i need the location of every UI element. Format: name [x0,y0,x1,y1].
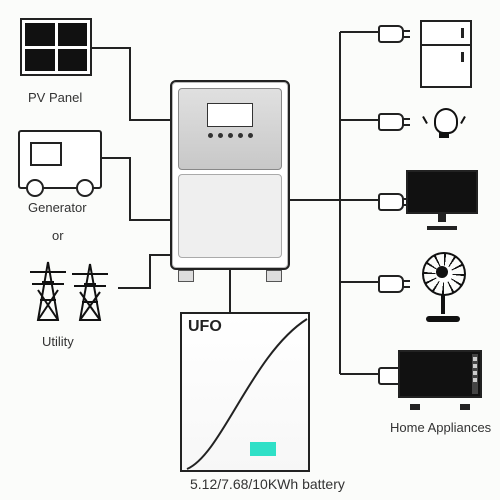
diagram-canvas: PV Panel Generator or Utility [0,0,500,500]
pv-panel-icon [20,18,92,76]
pv-panel-label: PV Panel [28,90,82,105]
plug-icon [378,25,404,43]
plug-icon [378,193,404,211]
tv-icon [398,350,482,410]
fan-icon [420,252,466,322]
plug-icon [378,113,404,131]
battery-icon: UFO [180,312,310,472]
generator-icon [18,130,102,189]
plug-icon [378,275,404,293]
appliances-label: Home Appliances [390,420,491,435]
utility-icon [20,250,120,330]
or-label: or [52,228,64,243]
utility-label: Utility [42,334,74,349]
refrigerator-icon [420,20,472,88]
monitor-icon [406,170,478,230]
generator-label: Generator [28,200,87,215]
inverter-icon [170,80,290,270]
battery-caption: 5.12/7.68/10KWh battery [190,476,345,492]
bulb-icon [430,108,458,146]
